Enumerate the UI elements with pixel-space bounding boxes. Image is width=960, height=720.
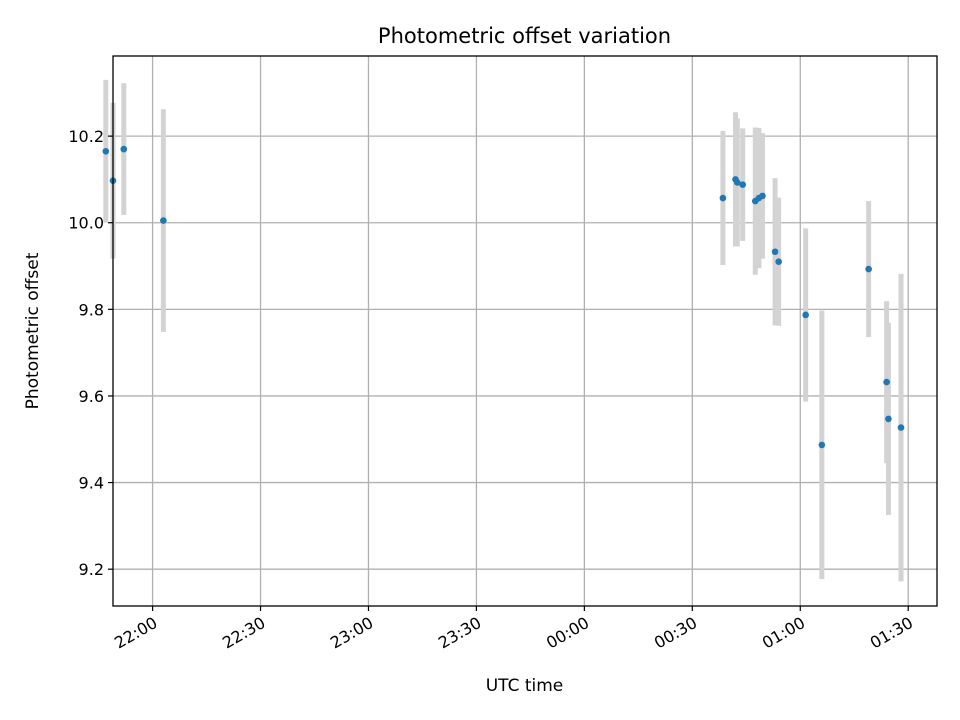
data-point: [897, 424, 905, 431]
y-tick-label: 10.0: [68, 214, 104, 233]
x-tick-label: 23:30: [435, 613, 484, 653]
y-tick-label: 9.2: [79, 560, 104, 579]
y-tick-label: 9.6: [79, 387, 104, 406]
data-point: [160, 217, 167, 224]
x-tick-label: 00:30: [651, 613, 700, 653]
x-tick-label: 23:00: [327, 613, 376, 653]
chart-title: Photometric offset variation: [378, 24, 671, 48]
data-point: [771, 248, 779, 256]
grid-lines: [113, 56, 937, 606]
x-tick-label: 22:00: [111, 613, 160, 653]
plot-frame: [112, 55, 938, 607]
x-axis-label: UTC time: [486, 676, 564, 696]
data-point: [885, 415, 892, 423]
data-point: [719, 194, 727, 202]
data-point: [733, 179, 741, 186]
y-axis-ticks: 9.2 9.4 9.6 9.8 10.0 10.2: [68, 127, 113, 579]
x-axis-ticks: 22:00 22:30 23:00 23:30 00:00 00:30 01:00 01:30: [111, 606, 916, 653]
data-point: [759, 192, 766, 200]
error-bars: [103, 79, 904, 582]
data-point: [120, 145, 128, 153]
y-axis-label: Photometric offset: [23, 252, 43, 409]
x-tick-label: 22:30: [219, 613, 268, 653]
data-point: [865, 265, 872, 273]
x-tick-label: 00:00: [543, 613, 592, 653]
data-points: [102, 145, 905, 449]
y-tick-label: 9.8: [79, 300, 104, 319]
data-point: [802, 311, 809, 319]
y-tick-label: 9.4: [79, 474, 104, 493]
data-point: [818, 441, 826, 449]
x-tick-label: 01:00: [759, 613, 808, 653]
data-point: [883, 378, 890, 386]
y-tick-label: 10.2: [68, 127, 104, 146]
data-point: [102, 147, 110, 155]
x-tick-label: 01:30: [867, 613, 916, 653]
data-point: [739, 181, 746, 188]
data-point: [775, 258, 782, 266]
